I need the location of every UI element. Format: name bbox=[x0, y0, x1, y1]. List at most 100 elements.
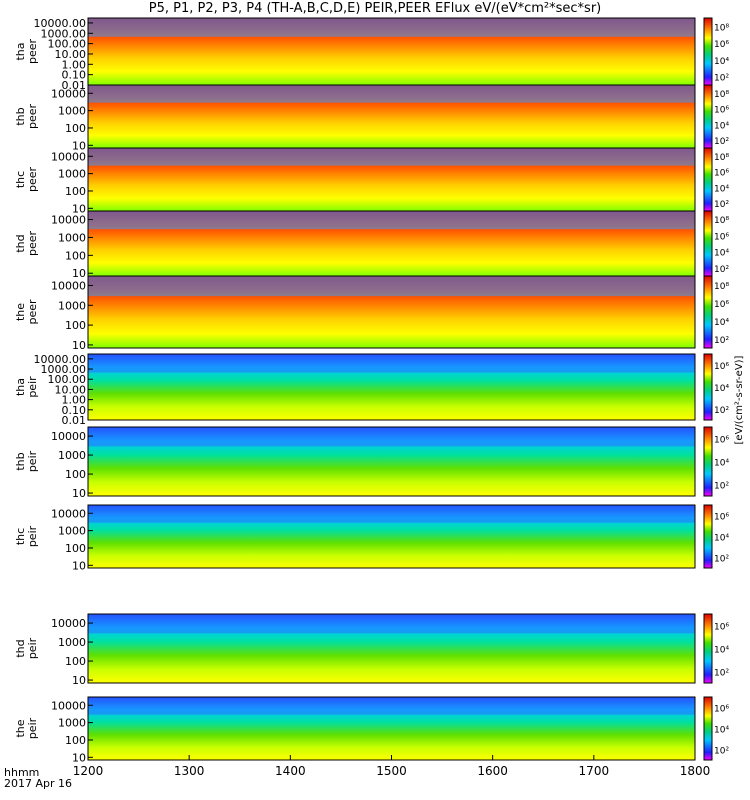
colorbar bbox=[703, 353, 713, 421]
low-count-band bbox=[88, 276, 695, 297]
panel-label-species: peir bbox=[26, 450, 39, 472]
y-tick-label: 0.01 bbox=[62, 79, 87, 92]
panel-label-probe: thc bbox=[14, 528, 27, 545]
y-tick-label: 10000 bbox=[51, 279, 86, 292]
colorbar-tick-label: 10² bbox=[714, 200, 729, 210]
y-tick-label: 100 bbox=[65, 734, 86, 747]
y-tick-label: 100 bbox=[65, 542, 86, 555]
x-tick-label: 1300 bbox=[174, 764, 205, 778]
colorbar-tick-label: 10⁶ bbox=[714, 436, 729, 446]
colorbar-tick-label: 10⁴ bbox=[714, 646, 729, 656]
y-tick-label: 1000 bbox=[58, 105, 86, 118]
y-tick-label: 1000 bbox=[58, 449, 86, 462]
panel-the-peir: 10000 1000 100 10 the peir 10² 10⁴ 10⁶ bbox=[14, 696, 729, 764]
colorbar-tick-label: 10² bbox=[714, 265, 729, 275]
x-tick-label: 1700 bbox=[579, 764, 610, 778]
y-tick-label: 10000 bbox=[51, 150, 86, 163]
y-tick-label: 1000 bbox=[58, 717, 86, 730]
low-count-band bbox=[88, 85, 695, 103]
panel-frame bbox=[87, 504, 696, 569]
colorbar-tick-label: 10⁴ bbox=[714, 249, 729, 259]
colorbar-tick-label: 10⁴ bbox=[714, 384, 729, 394]
panel-label-species: peer bbox=[26, 231, 39, 257]
y-tick-label: 100 bbox=[65, 185, 86, 198]
colorbar-tick-label: 10² bbox=[714, 137, 729, 147]
y-tick-label: 10 bbox=[72, 559, 86, 572]
panel-label-species: peir bbox=[26, 637, 39, 659]
panel-label-species: peer bbox=[26, 104, 39, 130]
colorbar-tick-label: 10² bbox=[714, 406, 729, 416]
low-count-band bbox=[88, 427, 695, 447]
y-tick-label: 10 bbox=[72, 139, 86, 152]
y-tick-label: 100 bbox=[65, 655, 86, 668]
colorbar-tick-label: 10⁶ bbox=[714, 300, 729, 310]
y-tick-label: 10 bbox=[72, 487, 86, 500]
panel-label-probe: thd bbox=[14, 639, 27, 657]
y-tick-label: 1.00 bbox=[62, 58, 87, 71]
colorbar bbox=[703, 147, 713, 212]
panel-label-probe: thc bbox=[14, 171, 27, 188]
y-tick-label: 10000 bbox=[51, 214, 86, 227]
colorbar bbox=[703, 17, 713, 86]
colorbar-label: [eV/(cm²-s-sr-eV)] bbox=[734, 355, 745, 444]
colorbar-tick-label: 10⁸ bbox=[714, 216, 729, 226]
panel-thc-peer: 10000 1000 100 10 thc peer 10² 10⁴ 10⁶ 10⁸ bbox=[14, 147, 729, 215]
panel-label-probe: tha bbox=[14, 42, 27, 60]
colorbar bbox=[703, 696, 713, 761]
x-tick-label: 1600 bbox=[477, 764, 508, 778]
colorbar-tick-label: 10⁴ bbox=[714, 57, 729, 67]
colorbar-tick-label: 10⁶ bbox=[714, 623, 729, 633]
date-label: 2017 Apr 16 bbox=[4, 777, 73, 790]
y-tick-label: 100 bbox=[65, 249, 86, 262]
colorbar bbox=[703, 275, 713, 349]
colorbar-tick-label: 10² bbox=[714, 669, 729, 679]
y-tick-label: 10 bbox=[72, 339, 86, 352]
panel-label-probe: the bbox=[14, 303, 27, 321]
y-tick-label: 10 bbox=[72, 751, 86, 764]
panel-label-species: peer bbox=[26, 167, 39, 193]
low-count-band bbox=[88, 354, 695, 373]
colorbar-tick-label: 10⁴ bbox=[714, 459, 729, 469]
colorbar-tick-label: 10² bbox=[714, 74, 729, 84]
colorbar-tick-label: 10² bbox=[714, 747, 729, 757]
y-tick-label: 1000 bbox=[58, 168, 86, 181]
colorbar-tick-label: 10⁶ bbox=[714, 705, 729, 715]
colorbar bbox=[703, 426, 713, 497]
y-tick-label: 10000 bbox=[51, 507, 86, 520]
y-tick-label: 1000.00 bbox=[41, 363, 87, 376]
y-tick-label: 10 bbox=[72, 267, 86, 280]
colorbar bbox=[703, 210, 713, 277]
colorbar-tick-label: 10² bbox=[714, 336, 729, 346]
colorbar-tick-label: 10² bbox=[714, 482, 729, 492]
x-axis-label: hhmm bbox=[4, 766, 40, 779]
panel-thd-peir: 10000 1000 100 10 thd peir 10² 10⁴ 10⁶ bbox=[14, 613, 729, 687]
y-tick-label: 100 bbox=[65, 319, 86, 332]
y-tick-label: 100 bbox=[65, 468, 86, 481]
low-count-band bbox=[88, 697, 695, 715]
low-count-band bbox=[88, 614, 695, 634]
y-tick-label: 1000 bbox=[58, 299, 86, 312]
low-count-band bbox=[88, 211, 695, 230]
colorbar-tick-label: 10⁴ bbox=[714, 184, 729, 194]
colorbar-tick-label: 10⁶ bbox=[714, 362, 729, 372]
panel-frame bbox=[87, 353, 696, 421]
panel-frame bbox=[87, 613, 696, 684]
panel-thb-peer: 10000 1000 100 10 thb peer 10² 10⁴ 10⁶ 10⁸ bbox=[14, 84, 729, 152]
colorbar-tick-label: 10⁸ bbox=[714, 90, 729, 100]
panel-label-species: peer bbox=[26, 39, 39, 65]
y-tick-label: 10000.00 bbox=[34, 353, 87, 366]
colorbar-tick-label: 10⁸ bbox=[714, 23, 729, 33]
y-tick-label: 10 bbox=[72, 202, 86, 215]
panel-label-species: peir bbox=[26, 376, 39, 398]
colorbar bbox=[703, 84, 713, 149]
panel-frame bbox=[87, 275, 696, 349]
x-tick-label: 1400 bbox=[275, 764, 306, 778]
x-tick-label: 1200 bbox=[73, 764, 104, 778]
low-count-band bbox=[88, 18, 695, 37]
low-count-band bbox=[88, 148, 695, 166]
y-tick-label: 0.10 bbox=[62, 69, 87, 82]
colorbar-tick-label: 10⁶ bbox=[714, 232, 729, 242]
